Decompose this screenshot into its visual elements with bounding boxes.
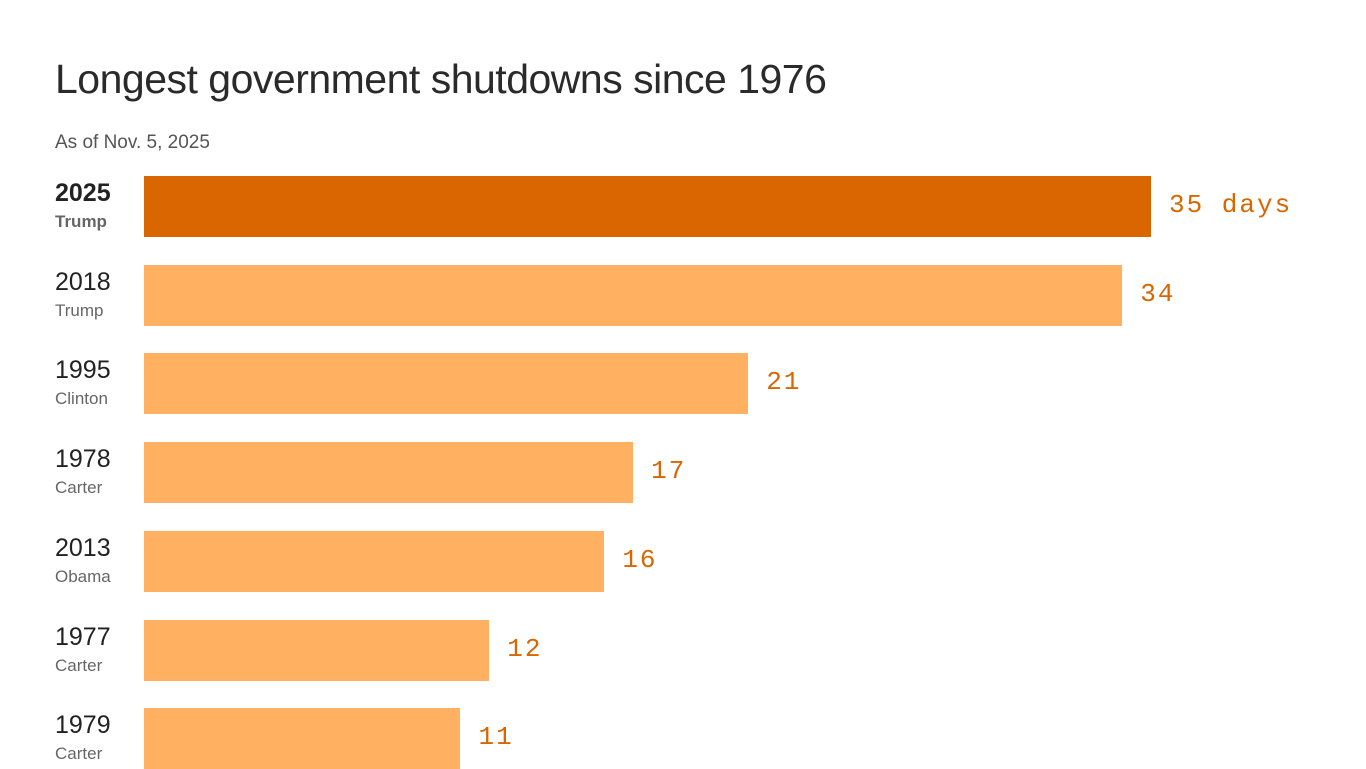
bar [144, 176, 1151, 237]
bar [144, 442, 634, 504]
chart-subtitle: As of Nov. 5, 2025 [55, 132, 210, 153]
category-label-president: Trump [55, 300, 104, 320]
data-label: 12 [507, 633, 543, 664]
bar [144, 264, 1123, 326]
category-label-president: Clinton [55, 389, 108, 409]
bar [144, 619, 490, 681]
category-label-year: 1979 [55, 711, 111, 740]
category-label-president: Carter [55, 478, 103, 498]
data-label: 35 days [1169, 190, 1293, 220]
category-label-president: Carter [55, 744, 103, 764]
bar [144, 530, 605, 592]
category-label-year: 1978 [55, 445, 111, 474]
category-label-year: 1977 [55, 622, 111, 651]
data-label: 11 [478, 722, 514, 753]
category-label-year: 1995 [55, 356, 111, 385]
category-label-year: 2025 [55, 179, 111, 207]
category-label-year: 2013 [55, 533, 111, 562]
data-label: 17 [651, 456, 687, 487]
bar [144, 708, 461, 769]
data-label: 21 [766, 367, 802, 398]
data-label: 34 [1140, 278, 1176, 309]
category-label-president: Trump [55, 212, 107, 231]
category-label-year: 2018 [55, 267, 111, 296]
bar [144, 353, 749, 415]
data-label: 16 [622, 544, 658, 575]
category-label-president: Carter [55, 655, 103, 675]
category-label-president: Obama [55, 566, 111, 586]
chart-title: Longest government shutdowns since 1976 [55, 56, 827, 102]
